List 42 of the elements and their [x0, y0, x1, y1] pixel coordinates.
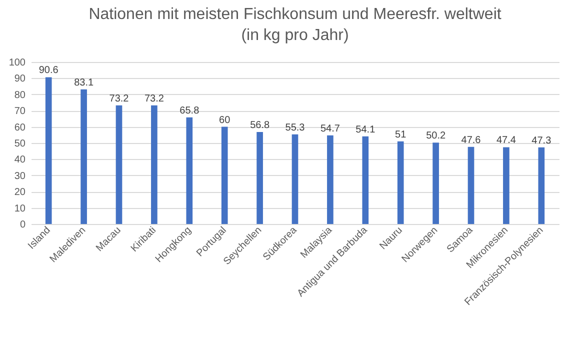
bar: [432, 142, 439, 224]
data-label: 51: [395, 129, 407, 140]
y-tick-label: 20: [14, 187, 26, 198]
data-label: 47.6: [461, 134, 482, 146]
bar: [292, 134, 298, 224]
data-label: 90.6: [38, 65, 59, 76]
bar: [362, 136, 369, 224]
y-tick-label: 90: [14, 74, 26, 85]
bar: [186, 117, 193, 224]
data-label: 83.1: [74, 77, 94, 88]
data-label: 54.7: [320, 123, 340, 134]
y-tick-label: 100: [8, 58, 26, 68]
data-label: 54.1: [356, 124, 376, 136]
data-label: 55.3: [285, 122, 306, 134]
y-tick-label: 70: [14, 106, 26, 118]
bar: [45, 77, 52, 224]
data-label: 56.8: [250, 120, 270, 131]
bar: [116, 105, 122, 224]
y-tick-label: 50: [14, 138, 26, 150]
y-tick-label: 80: [14, 90, 26, 101]
data-label: 65.8: [180, 105, 200, 116]
bar: [397, 141, 404, 224]
y-tick-label: 30: [14, 170, 26, 182]
y-tick-label: 10: [14, 203, 26, 214]
chart-title: Nationen mit meisten Fischkonsum und Meeresfr. weltweit (in kg pro Jahr): [88, 6, 502, 44]
y-tick-label: 0: [20, 220, 26, 230]
bar: [468, 146, 474, 224]
data-label: 47.3: [532, 135, 552, 146]
y-tick-label: 40: [14, 154, 26, 166]
bar: [80, 89, 87, 224]
bar: [151, 105, 158, 224]
bar: [538, 147, 545, 224]
y-tick-label: 60: [14, 122, 26, 134]
bar: [221, 126, 228, 224]
bar: [256, 132, 263, 224]
bar: [503, 147, 510, 224]
data-label: 60: [219, 114, 231, 126]
data-label: 47.4: [496, 135, 516, 146]
data-label: 50.2: [426, 130, 446, 142]
bar: [327, 135, 334, 224]
data-label: 73.2: [144, 93, 164, 104]
data-label: 73.2: [109, 93, 130, 104]
